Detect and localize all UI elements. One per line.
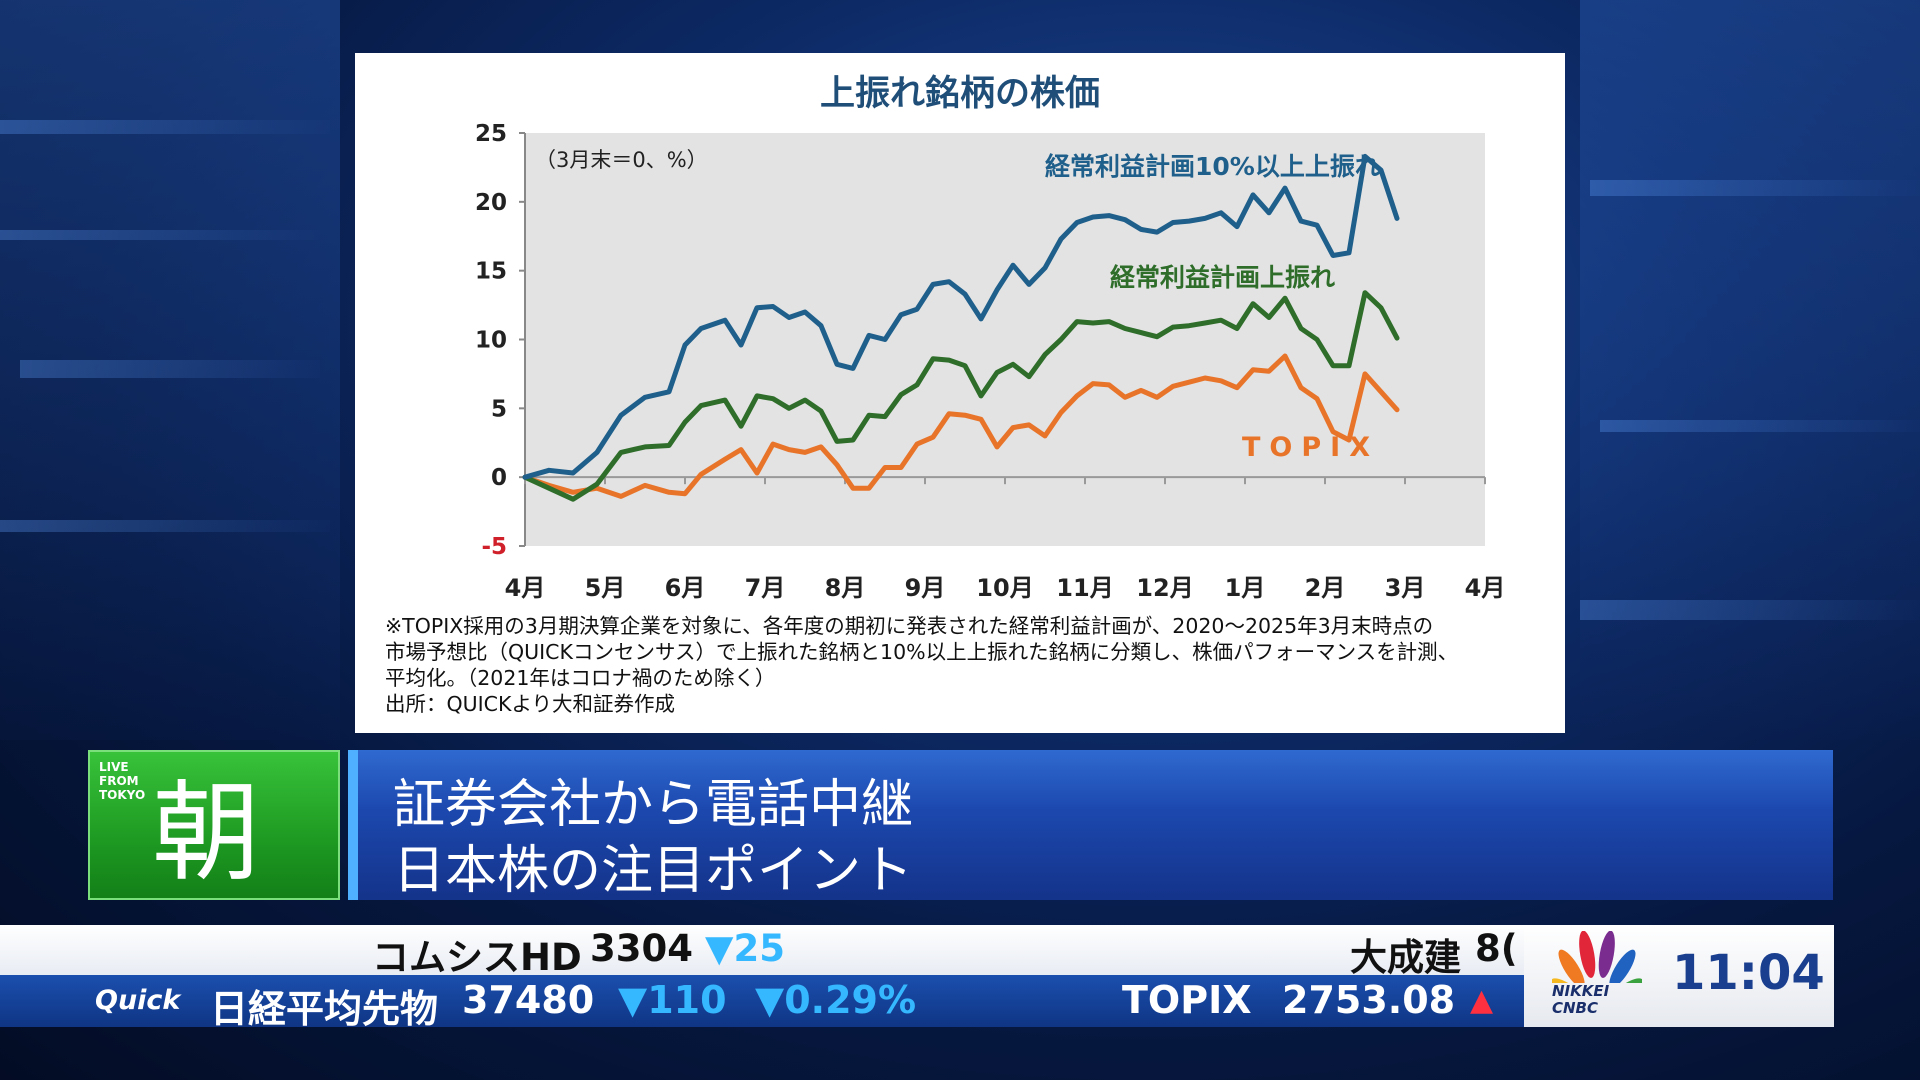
ticker-next-price: 8( — [1475, 927, 1518, 970]
y-tick-label: 20 — [475, 190, 507, 216]
x-tick-label: 8月 — [825, 574, 866, 602]
unit-note: （3月末＝0、%） — [535, 148, 708, 172]
network-name-line: NIKKEI — [1552, 982, 1610, 1000]
live-label-line: FROM — [99, 774, 139, 788]
live-label-line: LIVE — [99, 760, 129, 774]
y-tick-label: 15 — [475, 259, 507, 285]
background-stripe — [1580, 600, 1920, 620]
x-tick-label: 5月 — [585, 574, 626, 602]
background-stripe — [1590, 180, 1920, 196]
footnote-line: ※TOPIX採用の3月期決算企業を対象に、各年度の期初に発表された経常利益計画が… — [385, 614, 1434, 638]
live-from-tokyo-label: LIVE FROM TOKYO — [99, 760, 145, 802]
index2-up-arrow-icon: ▲ — [1470, 983, 1494, 1018]
series-label-10pct: 経常利益計画10%以上上振れ — [1045, 152, 1380, 181]
background-stripe — [0, 520, 330, 532]
index2-value: 2753.08 — [1282, 978, 1456, 1022]
program-logo: LIVE FROM TOKYO 朝 — [88, 750, 340, 900]
series-label-topix: TOPIX — [1242, 432, 1379, 463]
ticker-stock-price: 3304 — [590, 927, 693, 970]
series-label-upside: 経常利益計画上振れ — [1110, 263, 1335, 292]
background-panel-right — [1580, 0, 1920, 740]
series-layer — [522, 153, 1400, 502]
x-tick-label: 1月 — [1225, 574, 1266, 602]
footnote-line: 市場予想比（QUICKコンセンサス）で上振れた銘柄と10%以上上振れた銘柄に分類… — [385, 640, 1459, 664]
stock-ticker: コムシスHD 3304 ▼25 大成建 8( — [0, 925, 1524, 979]
y-tick-label: 25 — [475, 121, 507, 147]
y-tick-label: -5 — [481, 534, 507, 560]
x-tick-label: 9月 — [905, 574, 946, 602]
chart-footnote: ※TOPIX採用の3月期決算企業を対象に、各年度の期初に発表された経常利益計画が… — [385, 613, 1555, 717]
x-tick-label: 2月 — [1305, 574, 1346, 602]
background-stripe — [0, 230, 320, 240]
background-stripe — [1600, 420, 1920, 432]
x-tick-label: 12月 — [1136, 574, 1193, 602]
footnote-line: 出所：QUICKより大和証券作成 — [385, 692, 676, 716]
x-tick-label: 6月 — [665, 574, 706, 602]
series-line — [522, 153, 1400, 480]
index-name: 日経平均先物 — [210, 987, 439, 1031]
index-change-percent: ▼0.29% — [755, 978, 917, 1022]
network-name-line: CNBC — [1552, 999, 1599, 1017]
x-tick-label: 3月 — [1385, 574, 1426, 602]
y-tick-label: 5 — [491, 396, 507, 422]
background-stripe — [0, 120, 330, 134]
y-axis: 25 20 15 10 5 0 -5 — [475, 121, 526, 560]
ticker-stock-name: コムシスHD — [372, 936, 582, 979]
chart-title: 上振れ銘柄の株価 — [819, 74, 1100, 114]
program-kanji: 朝 — [152, 771, 261, 896]
x-axis: 4月 5月 6月 7月 8月 9月 10月 11月 12月 1月 2月 3月 4月 — [505, 476, 1506, 602]
y-tick-label: 0 — [491, 465, 507, 491]
nikkei-cnbc-label: NIKKEI CNBC — [1552, 983, 1609, 1017]
x-tick-label: 11月 — [1056, 574, 1113, 602]
background-panel-left — [0, 0, 340, 740]
index-ticker: Quick 日経平均先物 37480 ▼110 ▼0.29% TOPIX 275… — [0, 975, 1524, 1031]
background-stripe — [20, 360, 320, 378]
index-value: 37480 — [462, 978, 595, 1022]
index2-name: TOPIX — [1122, 978, 1252, 1022]
series-line — [522, 290, 1400, 502]
x-tick-label: 4月 — [1465, 574, 1506, 602]
x-tick-label: 7月 — [745, 574, 786, 602]
footnote-line: 平均化。（2021年はコロナ禍のため除く） — [385, 666, 776, 690]
network-clock-box: NIKKEI CNBC 11:04 — [1524, 925, 1834, 1027]
y-tick-label: 10 — [475, 328, 507, 354]
clock-time: 11:04 — [1672, 945, 1825, 1001]
peacock-logo-icon — [1552, 931, 1642, 983]
chart-card: 上振れ銘柄の株価 25 20 15 10 5 0 -5 4月 5月 6月 7月 8月 9月 10月 11月… — [355, 53, 1565, 733]
headline-banner: 証券会社から電話中継 日本株の注目ポイント — [348, 750, 1833, 901]
quick-logo: Quick — [95, 985, 181, 1016]
line-chart: 25 20 15 10 5 0 -5 4月 5月 6月 7月 8月 9月 10月 11月 12月 1月 2月 3月… — [475, 121, 1506, 602]
live-label-line: TOKYO — [99, 788, 146, 802]
headline-line-2: 日本株の注目ポイント — [393, 841, 914, 901]
ticker-next-name: 大成建 — [1350, 936, 1461, 979]
headline-line-1: 証券会社から電話中継 — [393, 775, 914, 835]
x-tick-label: 4月 — [505, 574, 546, 602]
index-change: ▼110 — [618, 978, 727, 1022]
series-line — [522, 353, 1400, 499]
ticker-stock-change: ▼25 — [705, 927, 785, 970]
x-tick-label: 10月 — [976, 574, 1033, 602]
